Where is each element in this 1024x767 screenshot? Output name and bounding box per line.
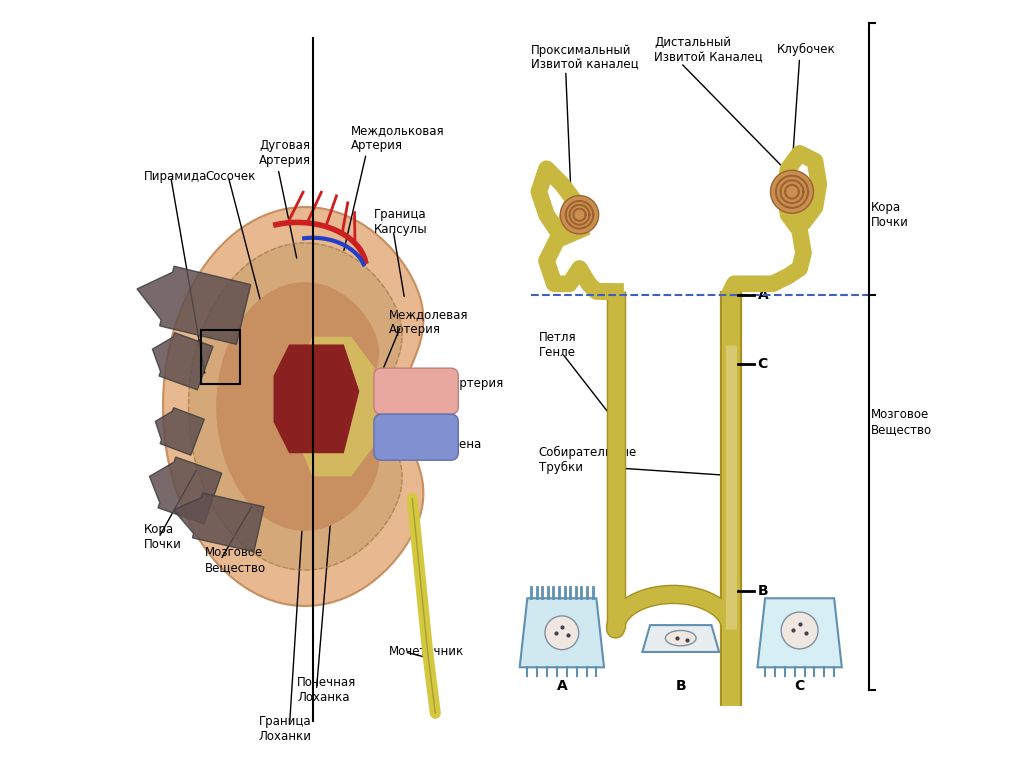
Text: Мочеточник: Мочеточник: [389, 646, 465, 658]
Text: Кора
Почки: Кора Почки: [143, 523, 181, 551]
FancyArrow shape: [156, 408, 204, 455]
Ellipse shape: [666, 630, 696, 646]
Text: Проксимальный
Извитой каналец: Проксимальный Извитой каналец: [531, 44, 639, 71]
Text: Почечная
Лоханка: Почечная Лоханка: [297, 676, 356, 704]
Polygon shape: [297, 337, 374, 476]
Text: Мозговое
Вещество: Мозговое Вещество: [205, 546, 266, 574]
Text: Петля
Генле: Петля Генле: [539, 331, 577, 359]
Text: Почечная вена: Почечная вена: [389, 439, 481, 451]
FancyArrow shape: [153, 333, 213, 390]
FancyBboxPatch shape: [374, 414, 459, 460]
FancyArrow shape: [174, 493, 264, 551]
Polygon shape: [163, 207, 423, 606]
Circle shape: [560, 196, 599, 234]
Text: Граница
Капсулы: Граница Капсулы: [374, 209, 428, 236]
FancyArrow shape: [137, 266, 251, 344]
Polygon shape: [217, 283, 378, 530]
Polygon shape: [188, 243, 402, 570]
Polygon shape: [758, 598, 842, 667]
Text: Почечная артерия: Почечная артерия: [389, 377, 504, 390]
Circle shape: [781, 612, 818, 649]
Text: C: C: [758, 357, 768, 371]
Text: B: B: [758, 584, 768, 597]
Circle shape: [545, 616, 579, 650]
Text: A: A: [758, 288, 768, 302]
Polygon shape: [274, 345, 358, 453]
FancyArrow shape: [150, 457, 222, 524]
Text: Дуговая
Артерия: Дуговая Артерия: [259, 140, 311, 167]
Text: Междолевая
Артерия: Междолевая Артерия: [389, 308, 469, 336]
FancyBboxPatch shape: [374, 368, 459, 414]
Polygon shape: [519, 598, 604, 667]
Text: Собирательные
Трубки: Собирательные Трубки: [539, 446, 637, 474]
Circle shape: [770, 170, 813, 213]
Text: Сосочек: Сосочек: [205, 170, 256, 183]
Text: Междольковая
Артерия: Междольковая Артерия: [351, 124, 444, 152]
Text: B: B: [676, 680, 686, 693]
Text: Клубочек: Клубочек: [776, 43, 836, 57]
Bar: [202, 330, 240, 384]
Text: A: A: [556, 680, 567, 693]
Text: Кора
Почки: Кора Почки: [871, 201, 909, 229]
Text: Пирамида: Пирамида: [143, 170, 207, 183]
Polygon shape: [642, 625, 719, 652]
Text: Дистальный
Извитой Каналец: Дистальный Извитой Каналец: [654, 36, 763, 64]
Text: C: C: [795, 680, 805, 693]
Text: Граница
Лоханки: Граница Лоханки: [259, 715, 312, 742]
Text: Мозговое
Вещество: Мозговое Вещество: [871, 408, 932, 436]
